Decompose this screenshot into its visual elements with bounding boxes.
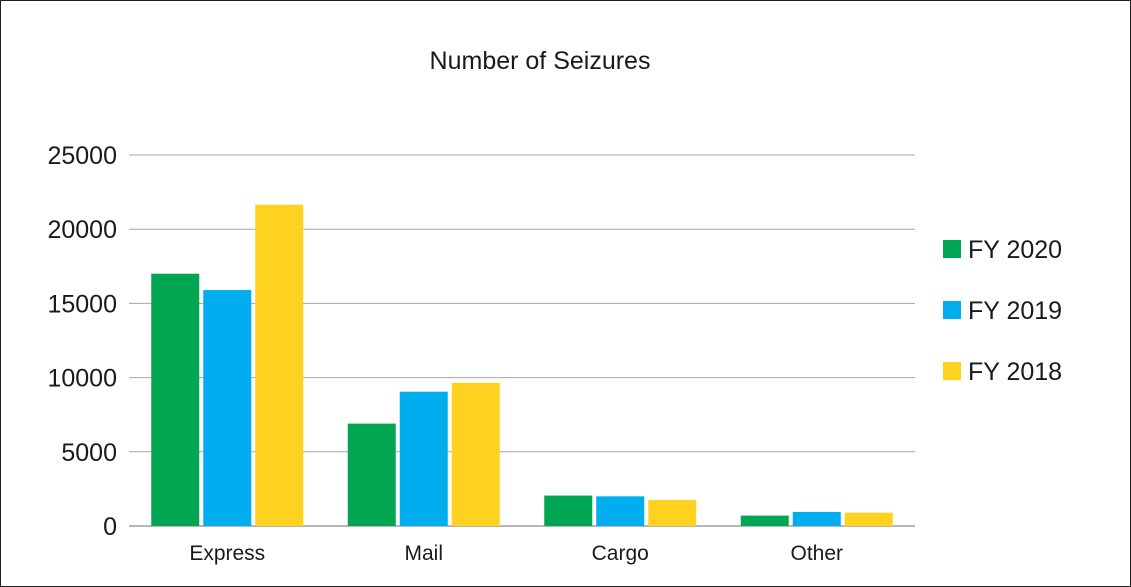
legend-layer: FY 2020 FY 2019 FY 2018 (943, 236, 1062, 386)
legend-label: FY 2018 (968, 358, 1062, 386)
bar-other-fy-2018 (844, 512, 893, 526)
bar-express-fy-2019 (203, 290, 252, 526)
legend-swatch (943, 362, 961, 380)
y-tick-label: 5000 (61, 439, 117, 467)
legend-label: FY 2019 (968, 297, 1062, 325)
y-tick-label: 20000 (47, 216, 117, 244)
y-tick-label: 0 (103, 513, 117, 541)
bar-express-fy-2018 (255, 204, 304, 527)
x-category-label: Cargo (592, 542, 649, 565)
y-tick-label: 10000 (47, 365, 117, 393)
bar-cargo-fy-2019 (596, 496, 645, 526)
legend-label: FY 2020 (968, 236, 1062, 264)
bar-cargo-fy-2018 (648, 500, 697, 526)
x-category-label: Express (189, 542, 265, 565)
legend-swatch (943, 240, 961, 258)
legend-swatch (943, 301, 961, 319)
y-tick-label: 15000 (47, 290, 117, 318)
bar-other-fy-2020 (740, 515, 789, 526)
bar-other-fy-2019 (792, 511, 841, 526)
bar-mail-fy-2018 (451, 382, 500, 526)
bar-mail-fy-2020 (347, 423, 396, 526)
y-tick-label: 25000 (47, 142, 117, 170)
bar-express-fy-2020 (151, 273, 200, 526)
bar-layer (151, 204, 893, 527)
x-category-label: Mail (404, 542, 443, 565)
bar-mail-fy-2019 (399, 391, 448, 526)
bar-cargo-fy-2020 (544, 495, 593, 526)
x-category-label: Other (790, 542, 843, 565)
chart-title: Number of Seizures (430, 47, 651, 75)
